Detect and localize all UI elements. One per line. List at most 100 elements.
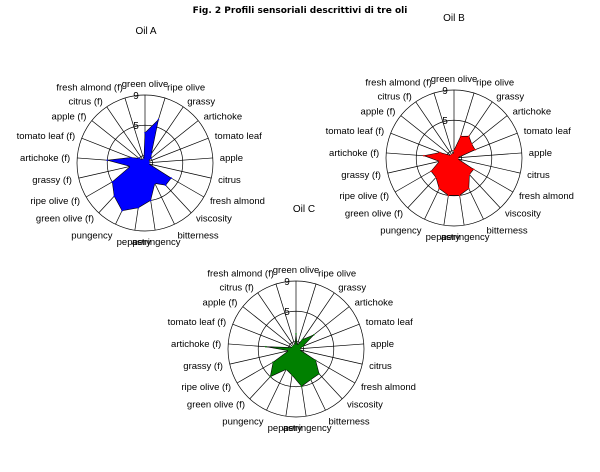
category-label-apple-f: apple (f) <box>361 107 396 118</box>
axis-spoke <box>144 137 209 164</box>
data-point-green-olive <box>453 149 455 152</box>
axis-spoke <box>295 348 363 365</box>
category-label-tomato-leaf: tomato leaf <box>366 317 413 328</box>
data-point-fresh-almond-f <box>143 158 145 161</box>
category-label-bitterness: bitterness <box>487 226 528 237</box>
axis-spoke <box>453 152 522 159</box>
category-label-peppery: peppery <box>268 423 303 434</box>
category-label-citrus: citrus <box>369 361 392 372</box>
category-label-citrus-f: citrus (f) <box>219 283 253 294</box>
category-label-pungency: pungency <box>71 231 112 242</box>
data-point-citrus <box>298 349 301 351</box>
axis-spoke <box>295 323 360 350</box>
category-label-ripe-olive-f: ripe olive (f) <box>30 196 80 207</box>
data-point-green-olive <box>295 333 297 335</box>
category-label-artichoke: artichoke <box>513 107 552 118</box>
data-point-artichoke <box>312 334 315 336</box>
category-label-pungency: pungency <box>222 417 263 428</box>
category-label-citrus-f: citrus (f) <box>377 92 411 103</box>
data-point-green-olive-f <box>269 375 272 378</box>
category-label-astringency: astringency <box>132 237 181 248</box>
data-polygon <box>422 135 476 196</box>
data-point-viscosity <box>468 173 471 176</box>
axis-spoke <box>275 283 297 350</box>
category-label-green-olive-f: green olive (f) <box>345 209 403 220</box>
category-label-tomato-leaf-f: tomato leaf (f) <box>326 126 385 137</box>
data-point-tomato-leaf-f <box>130 156 132 159</box>
data-point-viscosity <box>164 184 167 186</box>
chart-title: Oil C <box>293 204 315 215</box>
category-label-ripe-olive: ripe olive <box>476 77 514 88</box>
category-label-green-olive-f: green olive (f) <box>36 214 94 225</box>
category-label-fresh-almond: fresh almond <box>519 191 574 202</box>
data-point-grassy <box>301 338 304 341</box>
axis-spoke <box>232 323 297 350</box>
data-point-citrus <box>456 158 459 160</box>
tick-label: 5 <box>442 116 448 127</box>
axis-spoke <box>144 162 212 179</box>
category-label-fresh-almond-f: fresh almond (f) <box>56 82 123 93</box>
data-point-ripe-olive <box>157 118 160 121</box>
category-label-tomato-leaf-f: tomato leaf (f) <box>168 317 227 328</box>
category-label-fresh-almond-f: fresh almond (f) <box>207 268 274 279</box>
tick-label: 5 <box>133 121 139 132</box>
data-point-artichoke <box>470 143 473 145</box>
data-point-grassy-f <box>438 160 441 163</box>
data-point-green-olive <box>144 132 146 134</box>
data-point-green-olive-f <box>113 195 115 197</box>
data-point-bitterness <box>310 378 312 381</box>
tick-label: 9 <box>284 277 290 288</box>
data-point-apple-f <box>138 157 140 160</box>
category-label-apple: apple <box>220 153 243 164</box>
data-point-grassy-f <box>287 349 290 352</box>
axis-spoke <box>229 348 297 365</box>
axis-spoke <box>144 120 199 164</box>
data-point-artichoke-f <box>423 154 425 157</box>
category-label-artichoke-f: artichoke (f) <box>171 339 221 350</box>
category-label-apple-f: apple (f) <box>203 298 238 309</box>
axis-spoke <box>433 92 455 159</box>
category-label-grassy: grassy <box>338 283 366 294</box>
category-label-pungency: pungency <box>380 226 421 237</box>
axis-spoke <box>144 157 213 164</box>
category-label-grassy: grassy <box>496 92 524 103</box>
data-point-tomato-leaf-f <box>439 151 441 154</box>
data-point-viscosity <box>318 373 320 375</box>
category-label-artichoke-f: artichoke (f) <box>20 153 70 164</box>
category-label-viscosity: viscosity <box>196 214 232 225</box>
data-point-grassy-f <box>129 165 132 168</box>
axis-spoke <box>415 101 455 159</box>
data-polygon <box>265 333 320 387</box>
data-point-pungency <box>285 368 288 371</box>
data-point-artichoke-f <box>106 159 109 161</box>
category-label-ripe-olive-f: ripe olive (f) <box>339 191 389 202</box>
data-point-bitterness <box>154 182 156 185</box>
data-point-citrus <box>147 163 150 165</box>
category-label-ripe-olive: ripe olive <box>167 82 205 93</box>
data-point-tomato-leaf <box>302 345 304 348</box>
category-label-tomato-leaf: tomato leaf <box>215 131 262 142</box>
data-point-artichoke-f <box>265 345 267 348</box>
category-label-grassy-f: grassy (f) <box>183 361 223 372</box>
data-point-fresh-almond <box>314 359 317 362</box>
data-point-ripe-olive-f <box>430 170 432 172</box>
chart-title: Oil A <box>135 26 156 37</box>
data-point-green-olive-f <box>435 176 437 179</box>
axis-spoke <box>453 157 521 174</box>
category-label-bitterness: bitterness <box>178 231 219 242</box>
data-point-ripe-olive-f <box>272 361 274 364</box>
category-label-fresh-almond-f: fresh almond (f) <box>365 77 432 88</box>
data-point-astringency <box>300 385 303 388</box>
category-label-grassy: grassy <box>187 97 215 108</box>
category-label-citrus: citrus <box>218 175 241 186</box>
data-point-astringency <box>458 194 461 197</box>
axis-spoke <box>242 306 297 350</box>
data-point-peppery <box>447 194 450 197</box>
category-label-green-olive-f: green olive (f) <box>187 400 245 411</box>
data-point-tomato-leaf <box>474 148 476 151</box>
category-label-artichoke-f: artichoke (f) <box>329 148 379 159</box>
axis-spoke <box>257 292 297 350</box>
data-point-ripe-olive <box>459 135 462 138</box>
category-label-apple-f: apple (f) <box>52 112 87 123</box>
